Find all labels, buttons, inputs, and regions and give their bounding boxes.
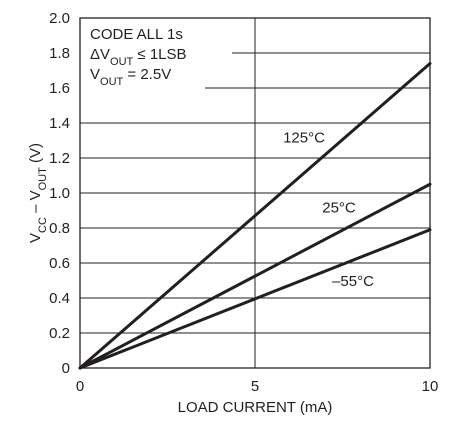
- y-tick-label: 1.2: [49, 150, 70, 167]
- condition-line: CODE ALL 1s: [90, 26, 183, 43]
- series-label: 25°C: [322, 199, 356, 216]
- y-tick-label: 0: [62, 360, 70, 377]
- y-tick-label: 1.8: [49, 45, 70, 62]
- series-line: [78, 182, 432, 370]
- y-tick-label: 1.0: [49, 185, 70, 202]
- y-tick-label: 0.6: [49, 255, 70, 272]
- grid: [80, 18, 430, 368]
- y-tick-label: 0.8: [49, 220, 70, 237]
- x-tick-label: 0: [76, 378, 84, 395]
- y-tick-label: 2.0: [49, 10, 70, 27]
- y-tick-label: 0.2: [49, 325, 70, 342]
- x-axis-label: LOAD CURRENT (mA): [178, 399, 333, 416]
- plot-frame: [79, 17, 431, 369]
- y-tick-label: 0.4: [49, 290, 70, 307]
- series-labels: 125°C 25°C –55°C: [283, 129, 374, 290]
- series-lines: [78, 62, 432, 370]
- x-tick-label: 5: [251, 378, 259, 395]
- series-label: –55°C: [332, 273, 374, 290]
- condition-line: VOUT = 2.5V: [90, 66, 171, 88]
- x-tick-label: 10: [422, 378, 439, 395]
- tick-labels: 0 0.2 0.4 0.6 0.8 1.0 1.2 1.4 1.6 1.8 2.0 0 5 10: [49, 10, 438, 395]
- series-line: [78, 62, 432, 370]
- y-tick-label: 1.4: [49, 115, 70, 132]
- series-line: [78, 228, 432, 370]
- condition-line: ΔVOUT ≤ 1LSB: [90, 46, 187, 68]
- y-axis-label: VCC – VOUT (V): [27, 143, 49, 243]
- y-tick-label: 1.6: [49, 80, 70, 97]
- series-label: 125°C: [283, 129, 325, 146]
